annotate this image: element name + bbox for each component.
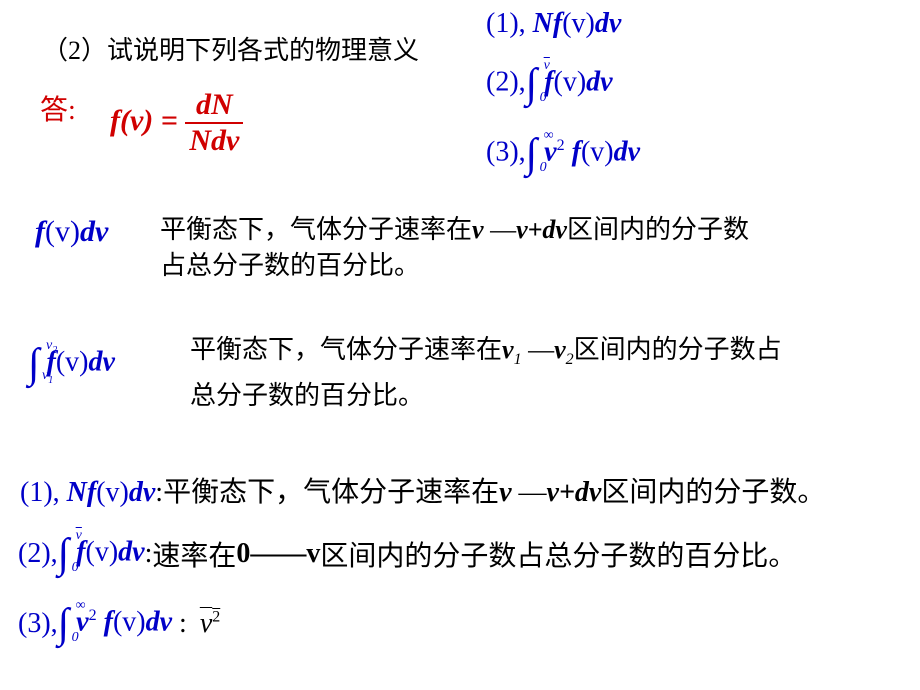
r1-args: (v) xyxy=(45,215,80,248)
r1-vplus: v+dv xyxy=(516,215,567,244)
r1-f: f xyxy=(35,215,45,248)
def-args: (v) = xyxy=(120,104,178,137)
a3-num: (3), xyxy=(18,608,58,639)
a2-dv: dv xyxy=(118,536,144,567)
r1-tb: 区间内的分子数 xyxy=(567,215,749,244)
a3-result: v2 xyxy=(200,608,220,639)
integral-icon: ∫v2v1 xyxy=(28,340,40,388)
r2-lower: v1 xyxy=(42,368,53,386)
tr2-upper: v xyxy=(544,58,550,74)
tr3-f: f xyxy=(572,136,581,167)
r1-dash: — xyxy=(484,215,517,244)
r2-v1s: 1 xyxy=(514,351,522,368)
integral-icon: ∫v0 xyxy=(58,530,70,578)
row1-expr: f(v)dv xyxy=(35,215,108,249)
a3-sq: 2 xyxy=(89,607,97,624)
eq-tr-3: (3),∫∞0 v2 f(v)dv xyxy=(486,130,640,178)
a3-lower: 0 xyxy=(72,630,79,646)
a2-upper: v xyxy=(76,528,82,544)
a3-f: f xyxy=(104,606,113,637)
r2-v1: v xyxy=(502,335,514,364)
tr2-lower: 0 xyxy=(540,90,547,106)
a1-colon: : xyxy=(155,477,163,508)
r2-v2: v xyxy=(554,335,566,364)
a1-vplus: v+dv xyxy=(547,477,602,508)
def-num: dN xyxy=(185,88,243,122)
integral-icon: ∫∞0 xyxy=(526,130,538,178)
fraction: dN Ndv xyxy=(185,88,243,158)
a1-N: Nf xyxy=(67,477,97,508)
tr3-upper: ∞ xyxy=(544,128,554,144)
a2-tb: 区间内的分子数占总分子数的百分比。 xyxy=(320,541,796,572)
r1-dv: dv xyxy=(80,215,108,248)
tr3-args: (v) xyxy=(581,136,614,167)
a2-lower: 0 xyxy=(72,560,79,576)
a3-args: (v) xyxy=(113,606,146,637)
answer-label: 答: xyxy=(40,88,76,128)
def-f: f xyxy=(110,104,120,137)
a1-v: v xyxy=(499,477,511,508)
question-text: （2）试说明下列各式的物理意义 xyxy=(42,30,419,67)
r1-tc: 占总分子数的百分比。 xyxy=(160,251,420,280)
r2-dash: — xyxy=(522,335,555,364)
a1-ta: 平衡态下，气体分子速率在 xyxy=(163,477,499,508)
ans2-line: (2),∫v0 f(v)dv:速率在0——v区间内的分子数占总分子数的百分比。 xyxy=(18,530,918,578)
r2-tb: 区间内的分子数占 xyxy=(574,335,782,364)
r2-tc: 总分子数的百分比。 xyxy=(190,381,424,410)
r1-ta: 平衡态下，气体分子速率在 xyxy=(160,215,472,244)
a3-dv: dv xyxy=(146,606,172,637)
r2-ta: 平衡态下，气体分子速率在 xyxy=(190,335,502,364)
a2-ta: 速率在 xyxy=(152,541,236,572)
r1-v: v xyxy=(472,215,484,244)
tr3-dv: dv xyxy=(614,136,640,167)
a2-num: (2), xyxy=(18,538,58,569)
tr3-sq: 2 xyxy=(557,137,565,154)
r2-dv: dv xyxy=(89,346,115,377)
def-den: Ndv xyxy=(185,122,243,158)
r2-args: (v) xyxy=(56,346,89,377)
integral-icon: ∫∞0 xyxy=(58,600,70,648)
integral-icon: ∫v0 xyxy=(526,60,538,108)
a2-args: (v) xyxy=(86,536,119,567)
a1-tb: 区间内的分子数。 xyxy=(601,477,825,508)
eq-tr-2: (2),∫v0 f(v)dv xyxy=(486,60,613,108)
tr3-num: (3), xyxy=(486,136,526,167)
a1-num: (1), xyxy=(20,477,60,508)
r2-v2s: 2 xyxy=(566,351,574,368)
a1-dash: — xyxy=(512,477,547,508)
a3-upper: ∞ xyxy=(76,598,86,614)
row1-text: 平衡态下，气体分子速率在v —v+dv区间内的分子数 占总分子数的百分比。 xyxy=(160,212,900,284)
tr2-num: (2), xyxy=(486,66,526,97)
ans3-line: (3),∫∞0 v2 f(v)dv : v2 xyxy=(18,600,220,648)
definition-eq: f(v) = dN Ndv xyxy=(110,88,243,158)
tr3-lower: 0 xyxy=(540,160,547,176)
a1-args: (v) xyxy=(96,477,129,508)
tr1-args: (v) xyxy=(562,8,595,39)
row2-text: 平衡态下，气体分子速率在v1 —v2区间内的分子数占 总分子数的百分比。 xyxy=(190,332,910,414)
tr2-args: (v) xyxy=(554,66,587,97)
tr1-N: Nf xyxy=(533,8,563,39)
tr1-dv: dv xyxy=(595,8,621,39)
a1-dv: dv xyxy=(129,477,155,508)
tr1-num: (1), xyxy=(486,8,526,39)
eq-tr-1: (1), Nf(v)dv xyxy=(486,8,621,40)
ans1-line: (1), Nf(v)dv:平衡态下，气体分子速率在v —v+dv区间内的分子数。 xyxy=(20,470,920,510)
row2-expr: ∫v2v1 f(v)dv xyxy=(28,340,115,388)
a3-colon: : xyxy=(179,608,187,639)
tr2-dv: dv xyxy=(586,66,612,97)
r2-upper: v2 xyxy=(46,338,57,356)
a2-zero: 0——v xyxy=(236,538,320,569)
